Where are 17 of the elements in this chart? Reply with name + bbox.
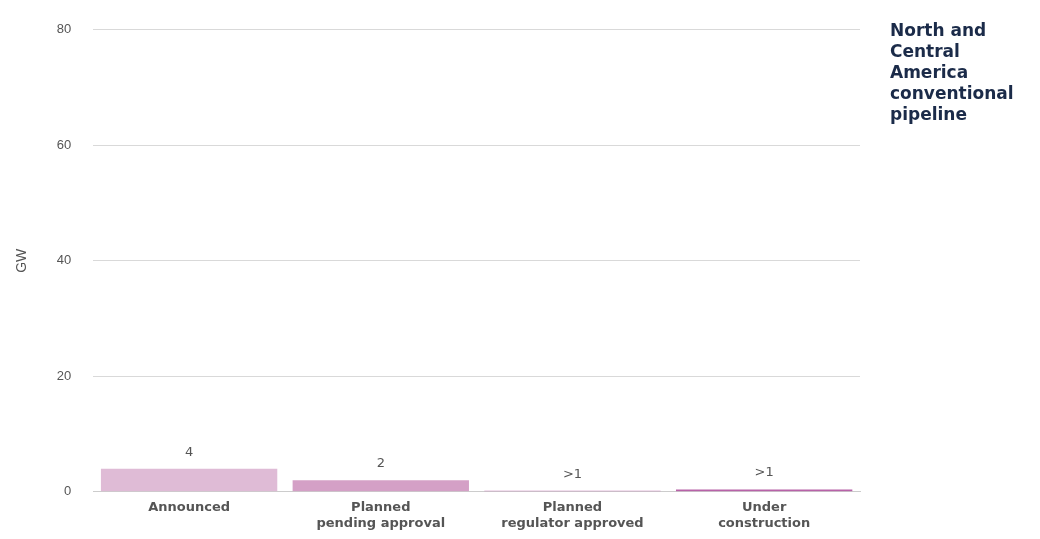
data-label: >1 [754, 464, 774, 480]
y-axis-title: GW [13, 247, 30, 273]
y-tick-label: 40 [56, 252, 72, 268]
bar [100, 468, 278, 492]
data-label: >1 [562, 465, 583, 481]
text: North and Central America conventional pipeline [890, 20, 1015, 125]
y-tick-label: 60 [56, 136, 72, 152]
data-label: 4 [184, 443, 194, 459]
data-label: 2 [376, 455, 385, 471]
x-tick-label: Planned pending approval [316, 498, 446, 530]
y-tick-label: 0 [64, 483, 72, 499]
x-tick-label: Planned regulator approved [501, 498, 644, 530]
y-tick-label: 20 [56, 367, 72, 383]
x-tick-label: Under construction [718, 498, 811, 530]
x-tick-label: Announced [148, 498, 231, 514]
y-tick-label: 80 [56, 21, 72, 37]
bar [292, 480, 469, 492]
